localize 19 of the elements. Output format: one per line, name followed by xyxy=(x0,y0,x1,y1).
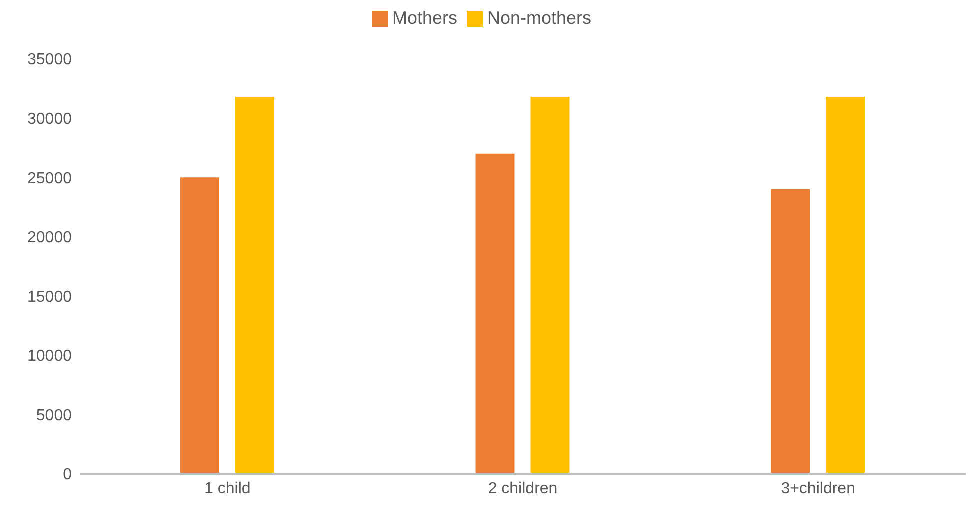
y-tick-label: 15000 xyxy=(28,288,72,306)
legend-label: Mothers xyxy=(392,8,458,28)
y-tick-label: 35000 xyxy=(28,52,72,69)
y-tick-label: 25000 xyxy=(28,170,72,188)
y-tick-label: 20000 xyxy=(28,230,72,247)
bar xyxy=(826,96,866,474)
x-tick-label: 2 children xyxy=(488,480,558,498)
x-tick-label: 1 child xyxy=(204,480,251,498)
y-tick-label: 10000 xyxy=(28,348,72,366)
bar xyxy=(235,96,274,474)
legend-label: Non-mothers xyxy=(487,8,592,28)
bar xyxy=(180,178,220,474)
y-tick-label: 5000 xyxy=(36,407,72,424)
y-tick-label: 30000 xyxy=(28,110,72,128)
y-tick-label: 0 xyxy=(63,466,72,484)
bar xyxy=(771,189,810,474)
bar xyxy=(530,96,570,474)
bar xyxy=(476,154,515,474)
x-tick-label: 3+children xyxy=(781,480,856,498)
